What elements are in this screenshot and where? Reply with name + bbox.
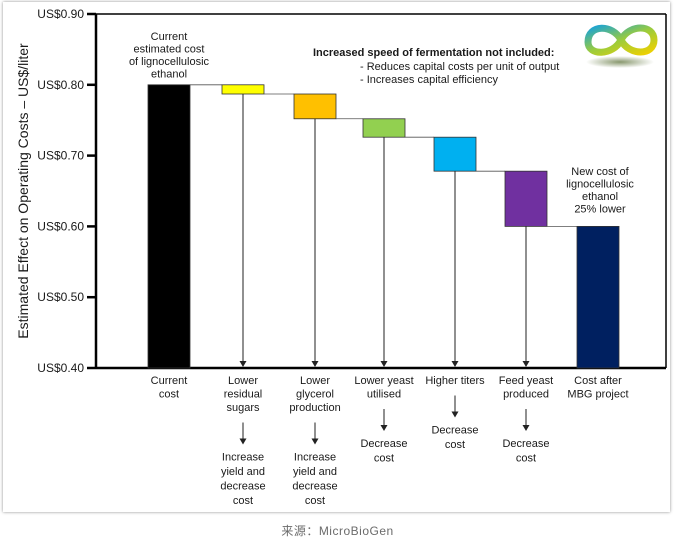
effect-arrow-head	[311, 438, 319, 445]
new-cost-annotation: ethanol	[582, 191, 618, 203]
new-cost-annotation: New cost of	[571, 166, 629, 178]
category-label: production	[289, 402, 340, 414]
effect-text: cost	[233, 495, 253, 507]
bar-6	[576, 225, 620, 369]
category-label: residual	[224, 389, 263, 401]
down-arrow-head	[451, 361, 459, 367]
current-cost-annotation: Current	[151, 31, 188, 43]
note-item: - Reduces capital costs per unit of outp…	[360, 61, 559, 73]
effect-text: Increase	[222, 452, 264, 464]
effect-text: yield and	[293, 466, 337, 478]
category-label: glycerol	[296, 389, 334, 401]
bar-4	[433, 136, 477, 172]
y-tick-label: US$0.50	[37, 290, 84, 304]
category-label: Lower yeast	[354, 375, 413, 387]
bar-5	[504, 170, 548, 227]
effect-text: cost	[305, 495, 325, 507]
effect-text: cost	[516, 453, 536, 465]
down-arrow-head	[239, 361, 247, 367]
effect-arrow-head	[522, 425, 530, 431]
effect-text: cost	[374, 453, 394, 465]
current-cost-annotation: ethanol	[151, 69, 187, 81]
bar-2	[293, 93, 337, 120]
infinity-logo-icon	[584, 24, 658, 68]
category-label: MBG project	[567, 389, 628, 401]
bar-0	[147, 84, 191, 369]
y-tick-label: US$0.90	[37, 7, 84, 21]
effect-text: cost	[445, 439, 465, 451]
y-axis-label: Estimated Effect on Operating Costs – US…	[15, 43, 31, 339]
category-label: cost	[159, 389, 179, 401]
category-label: utilised	[367, 389, 401, 401]
new-cost-annotation: lignocellulosic	[566, 179, 634, 191]
current-cost-annotation: of lignocellulosic	[129, 56, 210, 68]
category-label: Current	[151, 375, 188, 387]
note-title: Increased speed of fermentation not incl…	[313, 47, 554, 59]
y-tick-label: US$0.60	[37, 219, 84, 233]
category-label: Lower	[300, 375, 330, 387]
effect-text: Decrease	[502, 438, 549, 450]
down-arrow-head	[380, 361, 388, 367]
effect-text: decrease	[220, 481, 265, 493]
source-caption: 来源：MicroBioGen	[281, 524, 394, 538]
note-item: - Increases capital efficiency	[360, 74, 498, 86]
effect-arrow-head	[380, 425, 388, 431]
category-label: Higher titers	[425, 375, 485, 387]
current-cost-annotation: estimated cost	[134, 44, 205, 56]
effect-text: Decrease	[431, 425, 478, 437]
down-arrow-head	[311, 361, 319, 367]
y-tick-label: US$0.80	[37, 78, 84, 92]
effect-text: decrease	[292, 481, 337, 493]
chart-frame: US$0.40 US$0.50 US$0.60 US$0.70 US$0.80 US$0.…	[3, 2, 670, 512]
bar-1	[221, 84, 265, 95]
bar-3	[362, 118, 406, 138]
category-label: sugars	[226, 402, 260, 414]
effect-arrow-head	[239, 438, 247, 445]
effect-text: yield and	[221, 466, 265, 478]
y-tick-label: US$0.70	[37, 149, 84, 163]
effect-text: Increase	[294, 452, 336, 464]
waterfall-chart: US$0.40 US$0.50 US$0.60 US$0.70 US$0.80 US$0.…	[15, 7, 667, 507]
effect-arrow-head	[451, 411, 459, 418]
down-arrow-head	[522, 361, 530, 367]
category-label: Lower	[228, 375, 258, 387]
category-label: produced	[503, 389, 549, 401]
effect-text: Decrease	[360, 438, 407, 450]
category-label: Feed yeast	[499, 375, 553, 387]
category-label: Cost after	[574, 375, 622, 387]
y-tick-label: US$0.40	[37, 361, 84, 375]
new-cost-annotation: 25% lower	[574, 204, 626, 216]
